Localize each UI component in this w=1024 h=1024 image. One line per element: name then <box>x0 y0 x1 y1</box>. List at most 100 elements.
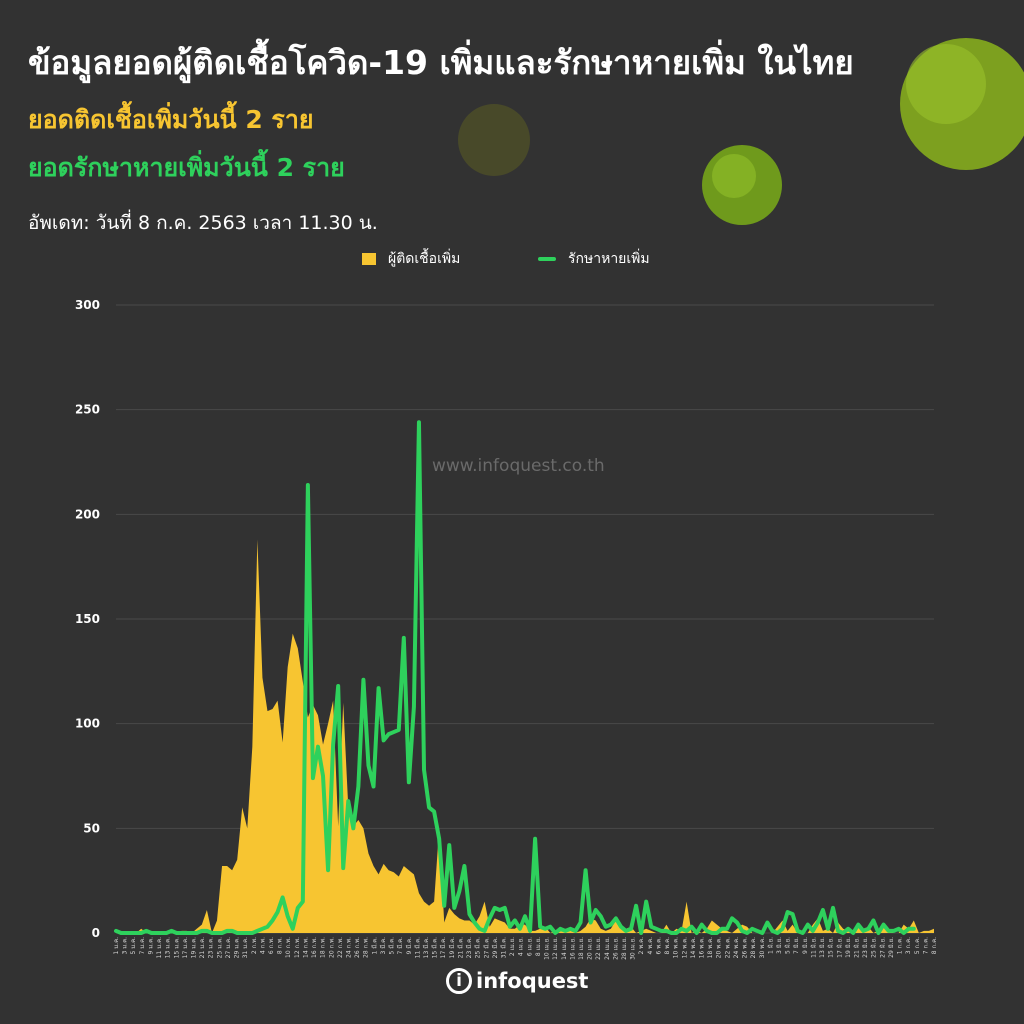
x-tick-label: 4 พ.ค. <box>647 937 654 955</box>
x-tick-label: 24 เม.ย. <box>604 937 611 960</box>
logo-text: infoquest <box>476 969 589 993</box>
watermark: www.infoquest.co.th <box>432 456 605 476</box>
x-tick-label: 31 ม.ค. <box>242 937 249 958</box>
x-tick-label: 11 มิ.ย. <box>810 937 817 958</box>
x-tick-label: 14 ก.พ. <box>302 937 309 958</box>
x-tick-label: 30 พ.ค. <box>759 937 766 958</box>
update-timestamp: อัพเดท: วันที่ 8 ก.ค. 2563 เวลา 11.30 น. <box>28 212 378 234</box>
x-tick-label: 19 มี.ค. <box>448 937 456 958</box>
y-tick-label: 250 <box>75 403 100 417</box>
series-recovered-line <box>114 420 916 935</box>
x-tick-label: 22 ก.พ. <box>337 937 344 958</box>
x-tick-label: 20 พ.ค. <box>716 937 723 958</box>
virus-decoration-medium <box>702 145 782 225</box>
info-icon: i <box>446 968 472 994</box>
x-tick-label: 1 มี.ค. <box>370 937 378 955</box>
x-tick-label: 24 ก.พ. <box>345 937 352 958</box>
legend-infected-label: ผู้ติดเชื้อเพิ่ม <box>388 251 461 267</box>
x-tick-label: 16 เม.ย. <box>569 937 576 960</box>
x-tick-label: 26 ก.พ. <box>354 937 361 958</box>
x-tick-label: 28 เม.ย. <box>621 937 628 960</box>
x-tick-label: 5 มี.ค. <box>388 937 396 955</box>
x-tick-label: 6 พ.ค. <box>655 937 662 955</box>
legend-recovered-label: รักษาหายเพิ่ม <box>568 251 650 267</box>
y-tick-label: 50 <box>83 821 100 835</box>
recovered-today-label: ยอดรักษาหายเพิ่มวันนี้ 2 ราย <box>28 153 345 182</box>
x-tick-label: 23 ม.ค. <box>208 937 215 958</box>
x-tick-label: 7 มิ.ย. <box>793 937 800 954</box>
x-tick-label: 27 มี.ค. <box>482 937 490 958</box>
x-tick-label: 10 พ.ค. <box>673 937 680 958</box>
x-tick-label: 25 ม.ค. <box>216 937 223 958</box>
x-tick-label: 3 มี.ค. <box>379 937 387 955</box>
x-tick-label: 2 เม.ย. <box>509 937 516 956</box>
x-tick-label: 9 มิ.ย. <box>802 937 809 954</box>
x-tick-label: 27 ม.ค. <box>225 937 232 958</box>
x-tick-label: 4 ก.พ. <box>259 937 266 954</box>
x-tick-label: 8 เม.ย. <box>535 937 542 956</box>
infected-today-label: ยอดติดเชื้อเพิ่มวันนี้ 2 ราย <box>28 105 314 134</box>
grid-lines <box>116 304 934 934</box>
x-tick-label: 3 มิ.ย. <box>776 937 783 954</box>
legend-recovered-swatch <box>538 257 556 261</box>
x-tick-label: 11 มี.ค. <box>413 937 421 958</box>
x-tick-label: 14 พ.ค. <box>690 937 697 958</box>
virus-decoration-large <box>900 38 1024 170</box>
x-tick-label: 15 มิ.ย. <box>828 937 835 958</box>
y-tick-label: 100 <box>75 717 100 731</box>
x-tick-label: 23 มี.ค. <box>465 937 473 958</box>
legend-infected: ผู้ติดเชื้อเพิ่ม <box>362 248 460 270</box>
x-tick-label: 10 เม.ย. <box>544 937 551 960</box>
x-tick-label: 19 มิ.ย. <box>845 937 852 958</box>
x-tick-label: 8 พ.ค. <box>664 937 671 955</box>
x-tick-label: 15 ม.ค. <box>173 937 180 958</box>
x-tick-label: 24 พ.ค. <box>733 937 740 958</box>
x-tick-label: 10 ก.พ. <box>285 937 292 958</box>
x-tick-label: 1 ก.ค. <box>897 937 904 954</box>
x-tick-label: 7 มี.ค. <box>396 937 404 955</box>
x-tick-label: 22 พ.ค. <box>724 937 731 958</box>
x-tick-label: 7 ก.ค. <box>922 937 929 954</box>
x-tick-label: 18 เม.ย. <box>578 937 585 960</box>
x-tick-label: 18 พ.ค. <box>707 937 714 958</box>
x-tick-label: 5 มิ.ย. <box>785 937 792 954</box>
x-tick-label: 23 มิ.ย. <box>862 937 869 958</box>
y-tick-label: 200 <box>75 507 100 521</box>
x-tick-label: 6 เม.ย. <box>526 937 533 956</box>
x-tick-label: 20 เม.ย. <box>587 937 594 960</box>
x-tick-label: 17 มิ.ย. <box>836 937 843 958</box>
x-tick-label: 28 ก.พ. <box>363 937 370 958</box>
x-tick-label: 29 มี.ค. <box>491 937 499 958</box>
x-tick-label: 3 ม.ค. <box>122 937 129 955</box>
y-tick-label: 150 <box>75 612 100 626</box>
x-tick-label: 9 มี.ค. <box>405 937 413 955</box>
x-tick-label: 5 ม.ค. <box>130 937 137 955</box>
x-tick-label: 31 มี.ค. <box>499 937 507 958</box>
x-tick-label: 29 มิ.ย. <box>888 937 895 958</box>
x-tick-label: 12 พ.ค. <box>681 937 688 958</box>
infoquest-logo: i infoquest <box>446 968 588 994</box>
y-tick-label: 0 <box>92 926 100 940</box>
x-tick-label: 25 มิ.ย. <box>871 937 878 958</box>
x-tick-label: 8 ก.พ. <box>277 937 284 954</box>
x-tick-label: 25 มี.ค. <box>474 937 482 958</box>
x-tick-label: 5 ก.ค. <box>914 937 921 954</box>
x-tick-label: 12 เม.ย. <box>552 937 559 960</box>
x-tick-label: 4 เม.ย. <box>518 937 525 956</box>
x-tick-label: 1 ม.ค. <box>113 937 120 955</box>
x-tick-label: 2 พ.ค. <box>638 937 645 955</box>
page-title: ข้อมูลยอดผู้ติดเชื้อโควิด-19 เพิ่มและรัก… <box>28 43 854 82</box>
x-tick-label: 21 ม.ค. <box>199 937 206 958</box>
x-tick-label: 27 มิ.ย. <box>879 937 886 958</box>
y-tick-label: 300 <box>75 298 100 312</box>
x-tick-label: 19 ม.ค. <box>190 937 197 958</box>
series-infected-area <box>116 539 934 933</box>
plot-area <box>114 420 934 935</box>
x-axis: 1 ม.ค. 3 ม.ค. 5 ม.ค. 7 ม.ค. 9 ม.ค. 11 ม.ค. 13 … <box>113 937 938 960</box>
x-tick-label: 12 ก.พ. <box>294 937 301 958</box>
x-tick-label: 16 พ.ค. <box>699 937 706 958</box>
x-tick-label: 30 เม.ย. <box>630 937 637 960</box>
x-tick-label: 28 พ.ค. <box>750 937 757 958</box>
x-tick-label: 18 ก.พ. <box>320 937 327 958</box>
